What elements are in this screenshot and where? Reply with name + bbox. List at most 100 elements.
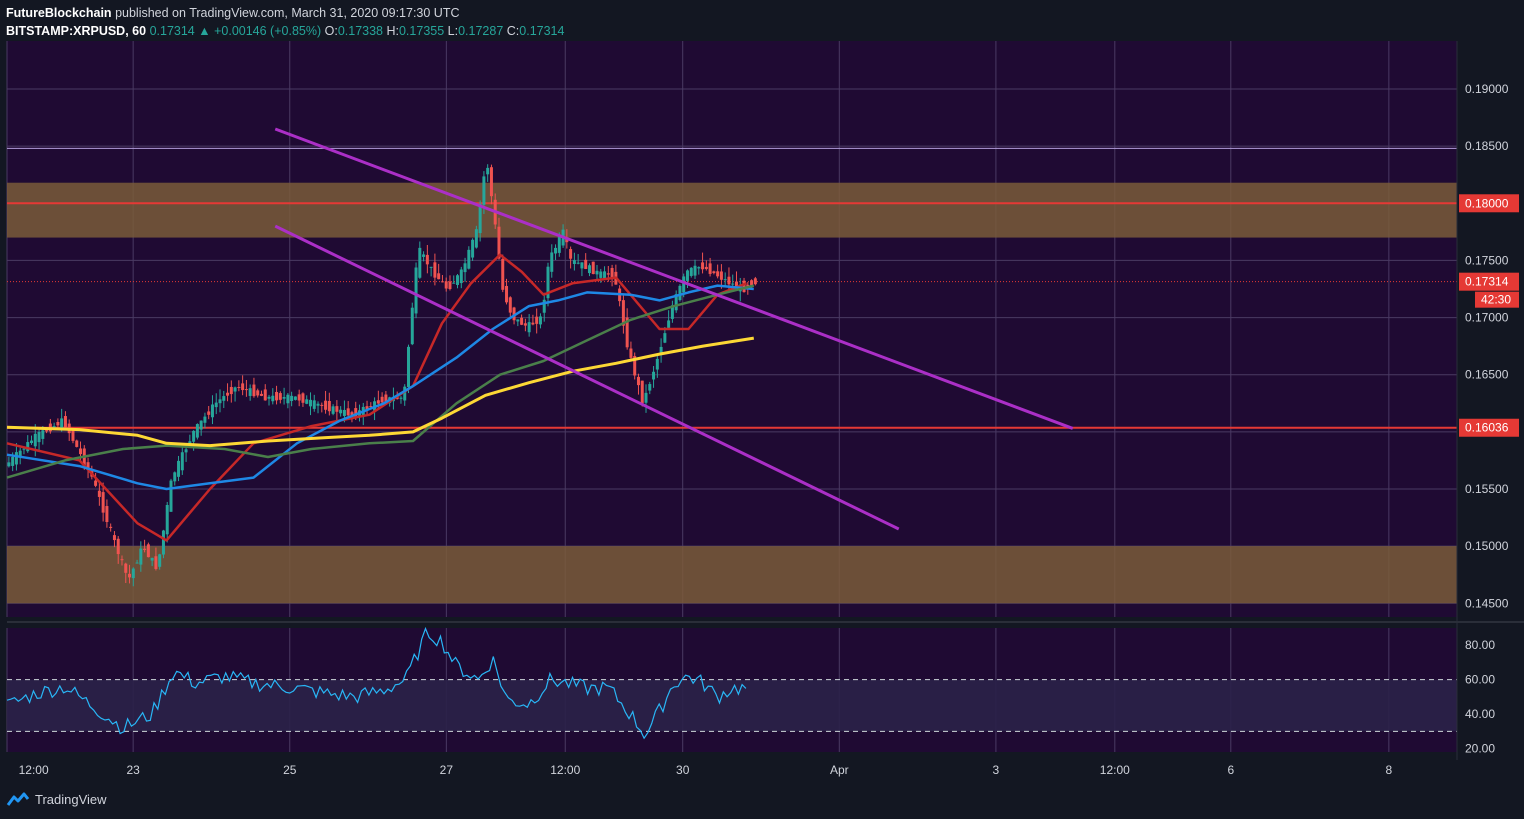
candle-body [131, 568, 135, 579]
candle-body [489, 167, 493, 197]
candle-body [195, 424, 199, 438]
candle-body [655, 358, 659, 370]
publish-line: FutureBlockchain published on TradingVie… [6, 4, 564, 22]
candle-body [463, 263, 467, 273]
candle-body [384, 394, 388, 403]
y-tick-label: 0.19000 [1465, 82, 1509, 96]
candle-body [520, 317, 524, 325]
candle-body [523, 323, 527, 326]
candle-body [734, 281, 738, 288]
candle-body [587, 265, 591, 274]
candle-body [241, 383, 245, 391]
zone-0 [7, 182, 1457, 238]
candle-body [531, 322, 535, 325]
candle-body [75, 440, 79, 447]
candle-body [595, 270, 599, 275]
y-tick-label: 0.14500 [1465, 596, 1509, 610]
change-arrow-icon: ▲ [198, 24, 211, 38]
candle-body [154, 556, 158, 569]
candle-body [105, 506, 109, 523]
candle-body [474, 229, 478, 248]
candle-body [471, 239, 475, 258]
y-tick-label: 0.18500 [1465, 139, 1509, 153]
y-tick-label: 0.16500 [1465, 368, 1509, 382]
candle-body [316, 403, 320, 406]
candle-body [37, 432, 41, 443]
candle-body [18, 450, 22, 457]
candle-body [33, 433, 37, 447]
candle-body [542, 299, 546, 313]
candle-body [516, 319, 520, 322]
candle-body [135, 562, 139, 564]
candle-body [331, 406, 335, 414]
candle-body [407, 346, 411, 388]
candle-body [63, 416, 67, 428]
candle-body [161, 530, 165, 555]
candle-body [422, 254, 426, 257]
author-name[interactable]: FutureBlockchain [6, 6, 112, 20]
candle-body [22, 448, 26, 450]
open-value: 0.17338 [337, 24, 383, 38]
candle-body [697, 267, 701, 269]
zone-1 [7, 546, 1457, 604]
candle-body [52, 426, 56, 428]
candle-body [335, 406, 339, 412]
candle-body [222, 396, 226, 401]
candle-body [218, 399, 222, 404]
candle-body [210, 404, 214, 418]
candle-body [56, 422, 60, 426]
price-label-level: 0.16036 [1465, 421, 1509, 435]
symbol-name[interactable]: BITSTAMP:XRPUSD, 60 [6, 24, 147, 38]
rsi-band [7, 679, 1457, 732]
candle-body [184, 449, 188, 453]
candle-body [701, 262, 705, 270]
last-price: 0.17314 [149, 24, 195, 38]
candle-body [731, 283, 735, 285]
candle-body [403, 386, 407, 401]
candle-body [478, 203, 482, 234]
candle-body [674, 294, 678, 311]
y-tick-label: 0.15000 [1465, 539, 1509, 553]
x-tick-label: 8 [1386, 763, 1393, 777]
candle-body [320, 404, 324, 406]
candle-body [505, 285, 509, 303]
ema-line-1 [6, 284, 754, 491]
candle-body [512, 307, 516, 321]
candle-body [599, 271, 603, 278]
candle-body [538, 316, 542, 325]
candle-body [625, 317, 629, 348]
candle-body [437, 273, 441, 280]
candle-body [301, 393, 305, 403]
candle-body [112, 535, 116, 541]
x-tick-label: 3 [993, 763, 1000, 777]
candle-body [244, 389, 248, 391]
candle-body [606, 273, 610, 275]
candle-body [86, 462, 90, 470]
brand-name[interactable]: TradingView [35, 791, 107, 807]
candle-body [275, 391, 279, 401]
candle-body [199, 420, 203, 430]
price-label-level: 0.18000 [1465, 196, 1509, 210]
footer: TradingView [6, 791, 107, 807]
tradingview-logo-icon[interactable] [6, 791, 30, 807]
candle-body [440, 281, 444, 283]
candle-body [79, 448, 83, 455]
x-tick-label: Apr [830, 763, 849, 777]
y-tick-label: 0.17000 [1465, 311, 1509, 325]
candle-body [173, 472, 177, 482]
candle-body [165, 504, 169, 535]
candle-body [11, 456, 15, 466]
candle-body [708, 263, 712, 274]
price-label-box-1 [1459, 272, 1519, 291]
candle-body [237, 386, 241, 388]
candle-body [177, 460, 181, 477]
rsi-line [6, 626, 747, 740]
candle-body [116, 538, 120, 555]
candle-body [640, 380, 644, 404]
candle-body [636, 376, 640, 386]
candle-body [263, 389, 267, 401]
chart-header: FutureBlockchain published on TradingVie… [6, 4, 564, 40]
candle-body [342, 409, 346, 416]
candle-body [603, 271, 607, 280]
